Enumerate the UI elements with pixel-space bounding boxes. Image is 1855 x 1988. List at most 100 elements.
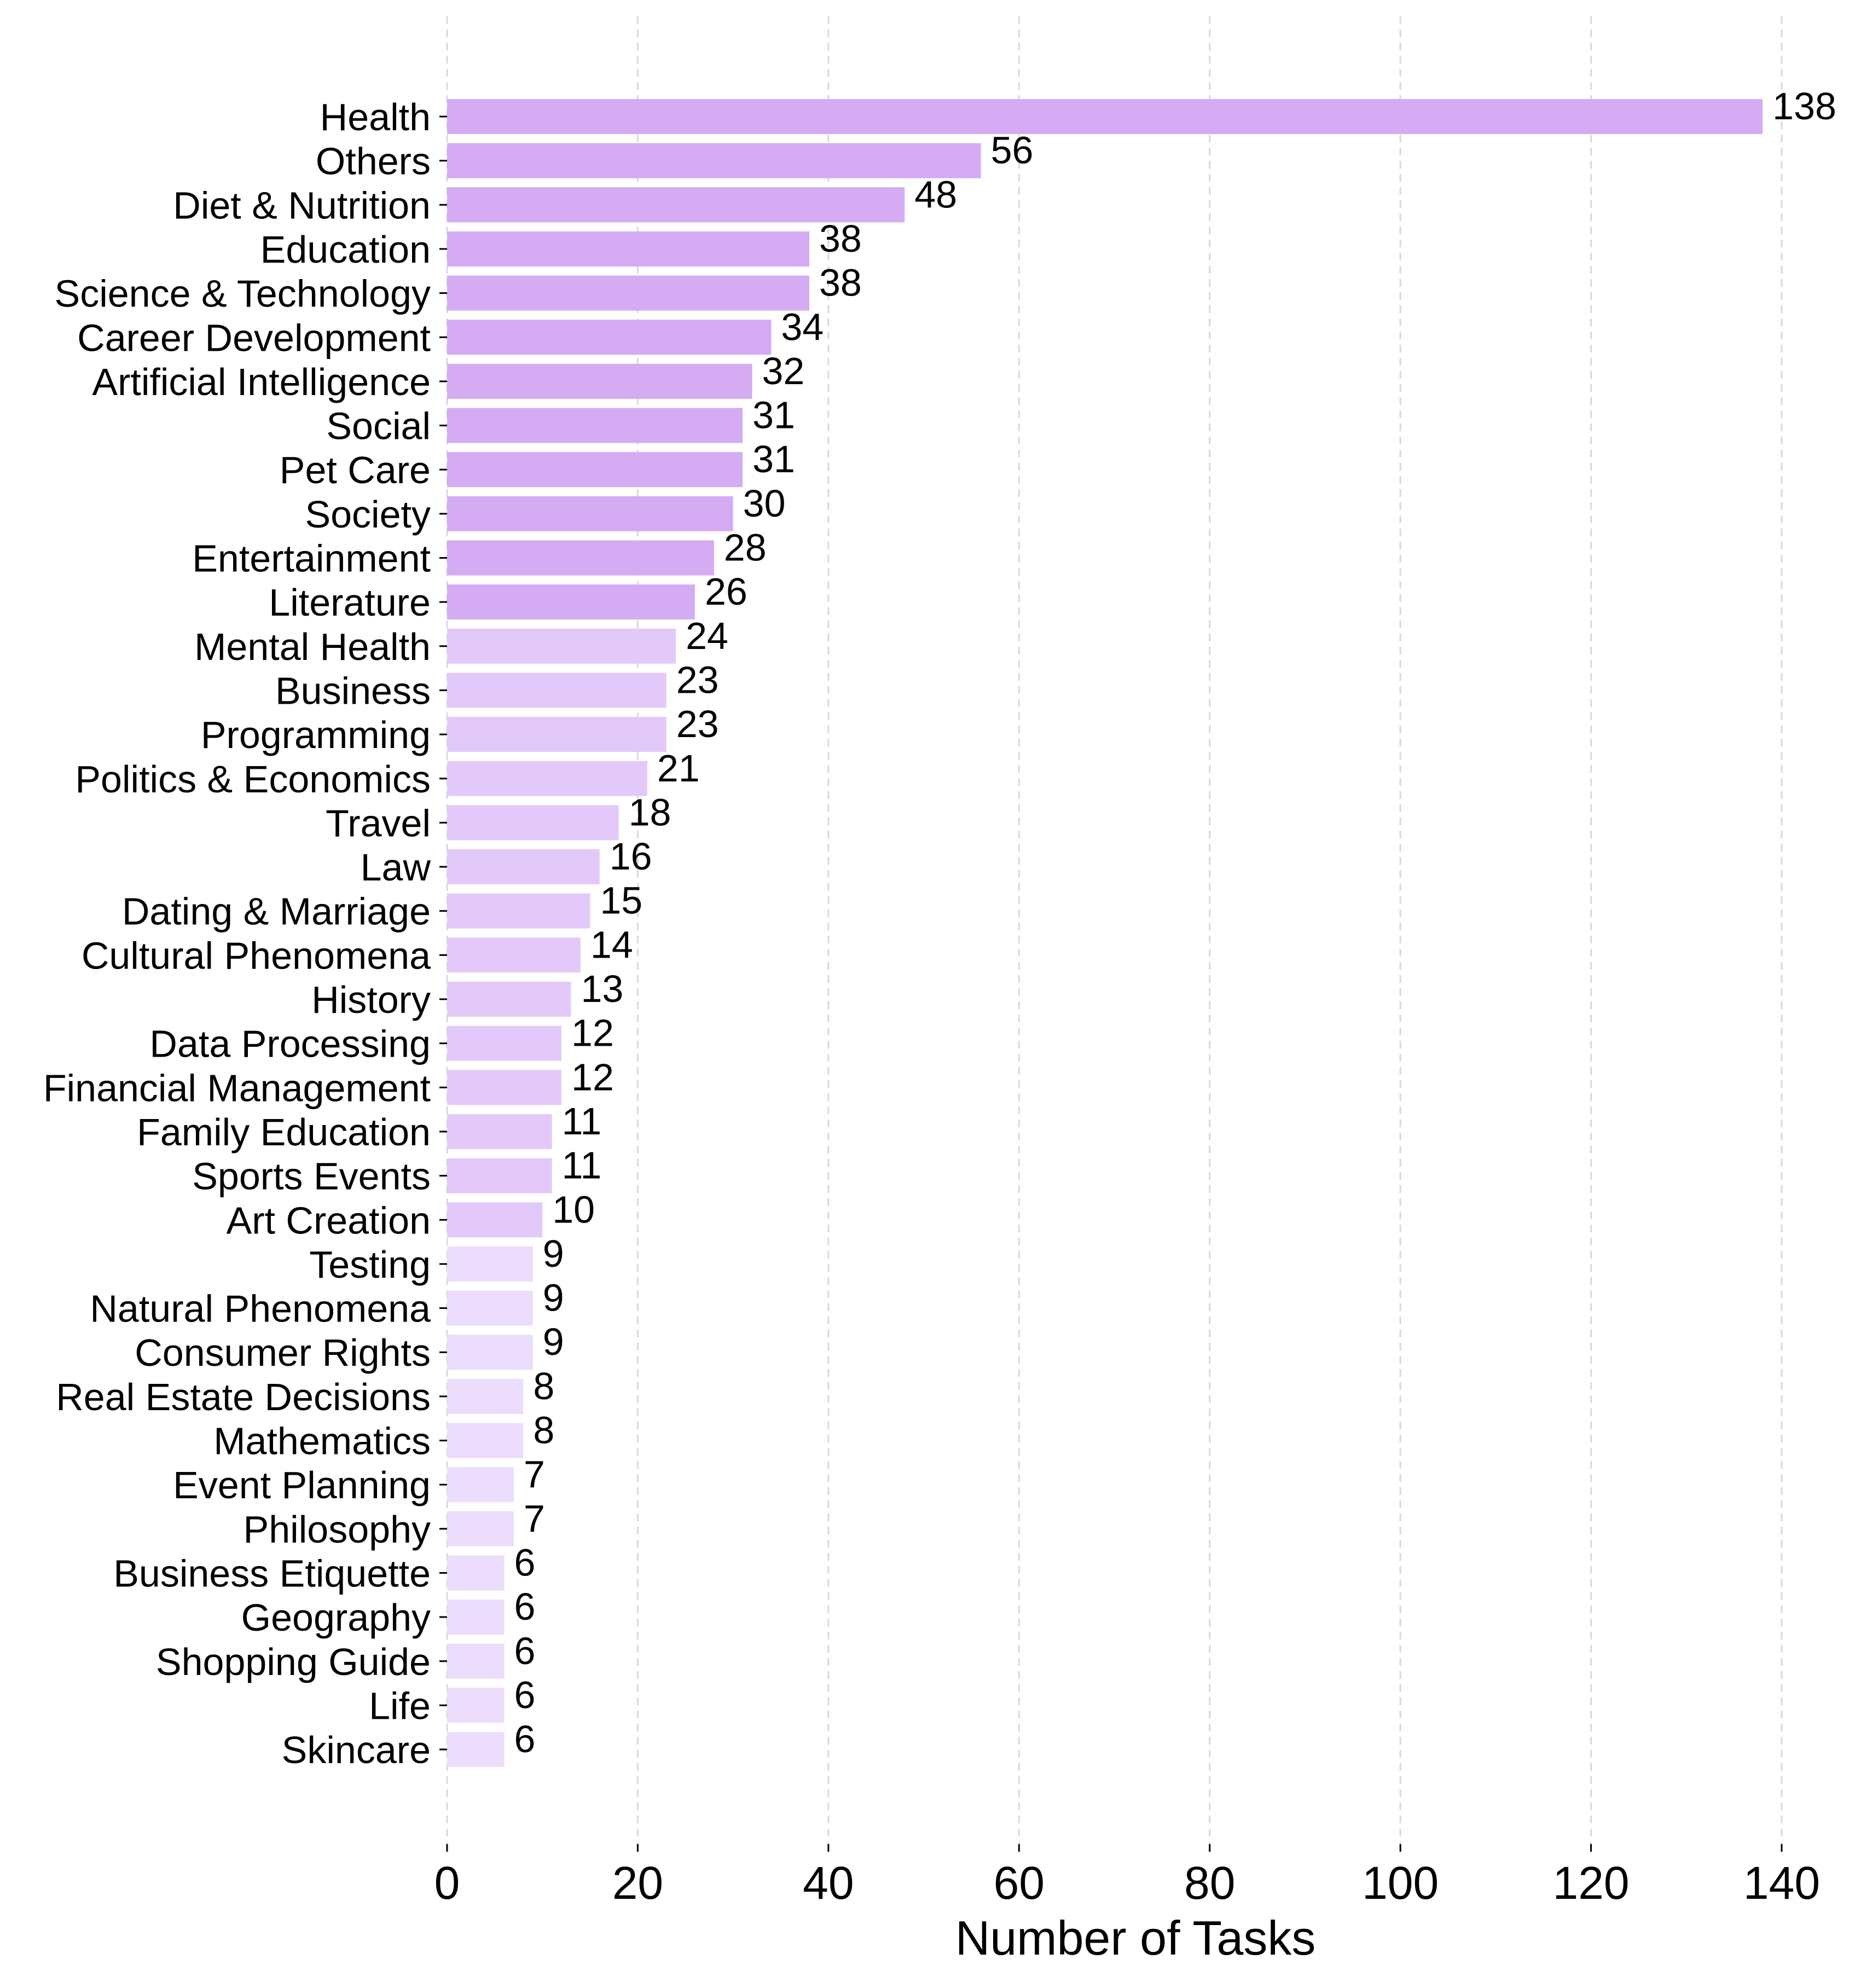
category-label: Education bbox=[260, 228, 431, 271]
bar bbox=[447, 187, 905, 223]
x-tick-label: 80 bbox=[1184, 1857, 1235, 1909]
category-label: Entertainment bbox=[192, 537, 431, 580]
bar-value-label: 6 bbox=[514, 1541, 536, 1584]
bar bbox=[447, 584, 695, 620]
bar bbox=[447, 363, 752, 399]
bar bbox=[447, 1555, 505, 1591]
bar-value-label: 56 bbox=[991, 129, 1034, 172]
bar bbox=[447, 673, 666, 708]
bar-value-label: 138 bbox=[1772, 85, 1836, 127]
bar bbox=[447, 1114, 552, 1149]
bar bbox=[447, 540, 714, 576]
category-label: Business bbox=[275, 669, 431, 712]
bar-value-label: 12 bbox=[571, 1056, 614, 1098]
bar-value-label: 9 bbox=[543, 1277, 564, 1319]
bar bbox=[447, 452, 743, 488]
category-label: Data Processing bbox=[149, 1023, 431, 1065]
bar bbox=[447, 1732, 505, 1767]
bar bbox=[447, 496, 733, 531]
bar bbox=[447, 1202, 543, 1238]
x-axis: 0 20 40 60 80 100 120 140 bbox=[434, 1844, 1820, 1909]
category-label: Pet Care bbox=[280, 449, 431, 491]
bar bbox=[447, 761, 647, 796]
category-label: Philosophy bbox=[244, 1508, 431, 1551]
x-tick-label: 60 bbox=[994, 1857, 1045, 1909]
category-label: Dating & Marriage bbox=[122, 890, 431, 933]
bar bbox=[447, 982, 571, 1017]
category-label: Social bbox=[326, 405, 431, 448]
x-tick-label: 0 bbox=[434, 1857, 460, 1909]
bar-value-label: 15 bbox=[600, 879, 642, 922]
bar bbox=[447, 628, 676, 664]
bar-value-label: 8 bbox=[533, 1409, 554, 1452]
bar bbox=[447, 937, 581, 973]
bar-value-label: 7 bbox=[524, 1497, 545, 1540]
bar-value-label: 11 bbox=[562, 1144, 602, 1187]
x-tick-label: 140 bbox=[1743, 1857, 1820, 1909]
bar-value-label: 12 bbox=[571, 1012, 614, 1054]
bar bbox=[447, 805, 619, 841]
category-label: Consumer Rights bbox=[135, 1331, 431, 1374]
category-label: Programming bbox=[201, 714, 431, 756]
category-label: Health bbox=[320, 96, 431, 138]
category-label: Skincare bbox=[282, 1729, 431, 1771]
category-label: Literature bbox=[269, 581, 431, 624]
bar bbox=[447, 1511, 514, 1546]
bar-value-label: 26 bbox=[705, 570, 747, 613]
category-label: Sports Events bbox=[192, 1155, 431, 1198]
category-label: Diet & Nutrition bbox=[173, 184, 431, 227]
value-labels: 1385648383834323131302826242323211816151… bbox=[514, 85, 1836, 1760]
bar bbox=[447, 1025, 562, 1061]
bar bbox=[447, 1335, 533, 1370]
bar-value-label: 31 bbox=[752, 438, 795, 480]
bar-value-label: 38 bbox=[819, 262, 862, 304]
category-label: Art Creation bbox=[227, 1199, 431, 1242]
bar-value-label: 10 bbox=[552, 1188, 595, 1231]
bar bbox=[447, 408, 743, 443]
bar-value-label: 13 bbox=[581, 967, 623, 1010]
bar-value-label: 6 bbox=[514, 1630, 536, 1672]
category-label: Real Estate Decisions bbox=[56, 1376, 431, 1418]
bar-value-label: 18 bbox=[629, 791, 671, 833]
bar bbox=[447, 231, 810, 266]
bar-value-label: 48 bbox=[914, 173, 957, 216]
bar-value-label: 6 bbox=[514, 1673, 536, 1716]
category-label: Travel bbox=[326, 802, 431, 844]
x-tick-label: 120 bbox=[1552, 1857, 1629, 1909]
category-label: History bbox=[311, 978, 431, 1021]
bar bbox=[447, 1246, 533, 1282]
bar-value-label: 32 bbox=[762, 350, 804, 392]
x-tick-label: 20 bbox=[612, 1857, 663, 1909]
bar-value-label: 9 bbox=[543, 1232, 564, 1275]
bar bbox=[447, 1423, 524, 1458]
bar bbox=[447, 275, 810, 311]
bar bbox=[447, 1599, 505, 1635]
category-label: Financial Management bbox=[43, 1067, 431, 1109]
bar bbox=[447, 893, 590, 929]
category-label: Event Planning bbox=[173, 1464, 431, 1506]
bar-value-label: 31 bbox=[752, 394, 795, 437]
bar-value-label: 6 bbox=[514, 1718, 536, 1760]
category-label: Mental Health bbox=[194, 625, 431, 668]
bar-value-label: 24 bbox=[686, 615, 728, 657]
category-label: Business Etiquette bbox=[113, 1552, 431, 1595]
bar-value-label: 8 bbox=[533, 1365, 554, 1407]
bar-value-label: 28 bbox=[724, 526, 767, 569]
bar bbox=[447, 1070, 562, 1105]
bar bbox=[447, 1290, 533, 1326]
bar-value-label: 16 bbox=[610, 835, 652, 878]
bar bbox=[447, 717, 666, 752]
bar-value-label: 21 bbox=[657, 747, 700, 790]
bar-value-label: 23 bbox=[676, 658, 719, 701]
category-label: Family Education bbox=[137, 1111, 431, 1154]
bar bbox=[447, 1158, 552, 1193]
bars bbox=[447, 99, 1763, 1767]
category-label: Others bbox=[316, 140, 431, 183]
category-label: Career Development bbox=[77, 316, 431, 359]
category-label: Politics & Economics bbox=[75, 758, 431, 801]
bar bbox=[447, 1378, 524, 1414]
x-tick-label: 100 bbox=[1362, 1857, 1439, 1909]
category-label: Natural Phenomena bbox=[90, 1288, 431, 1330]
